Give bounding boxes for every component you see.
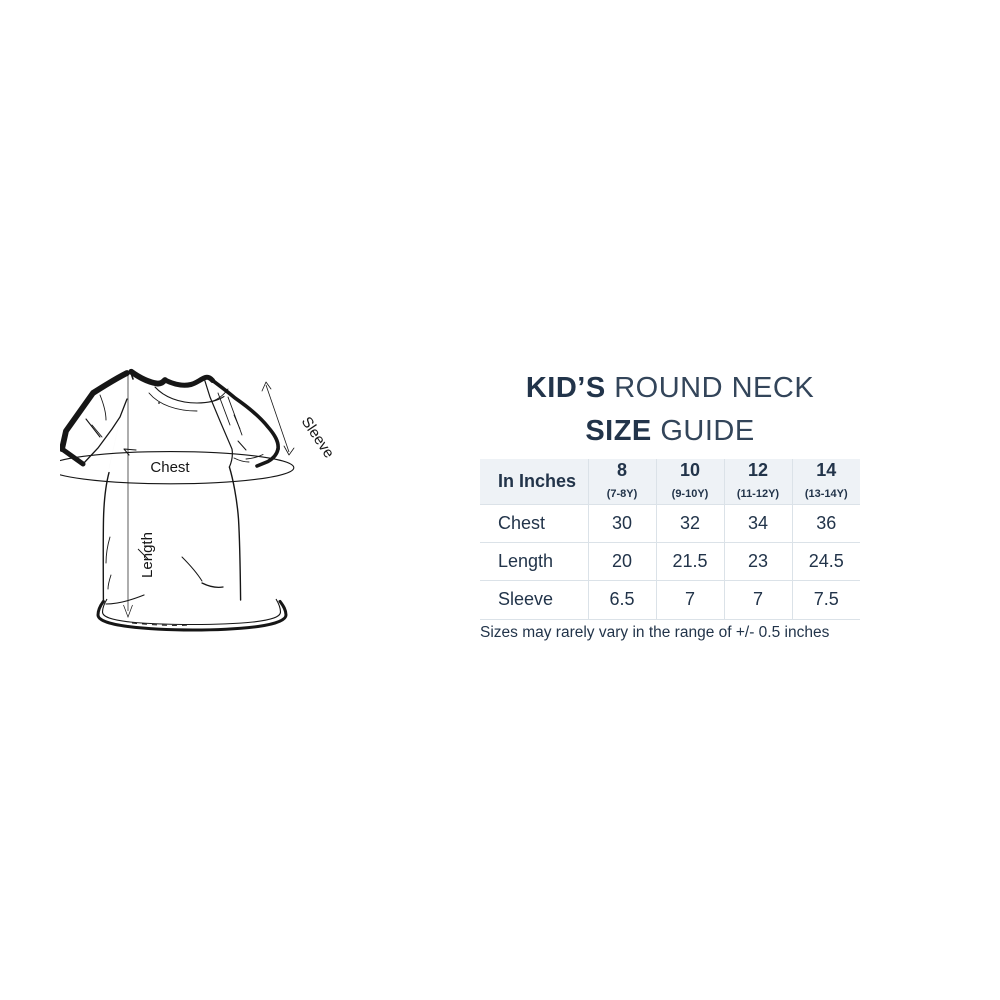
svg-text:Length: Length	[139, 532, 156, 578]
svg-text:Chest: Chest	[150, 459, 190, 476]
svg-text:Sleeve: Sleeve	[298, 414, 338, 462]
